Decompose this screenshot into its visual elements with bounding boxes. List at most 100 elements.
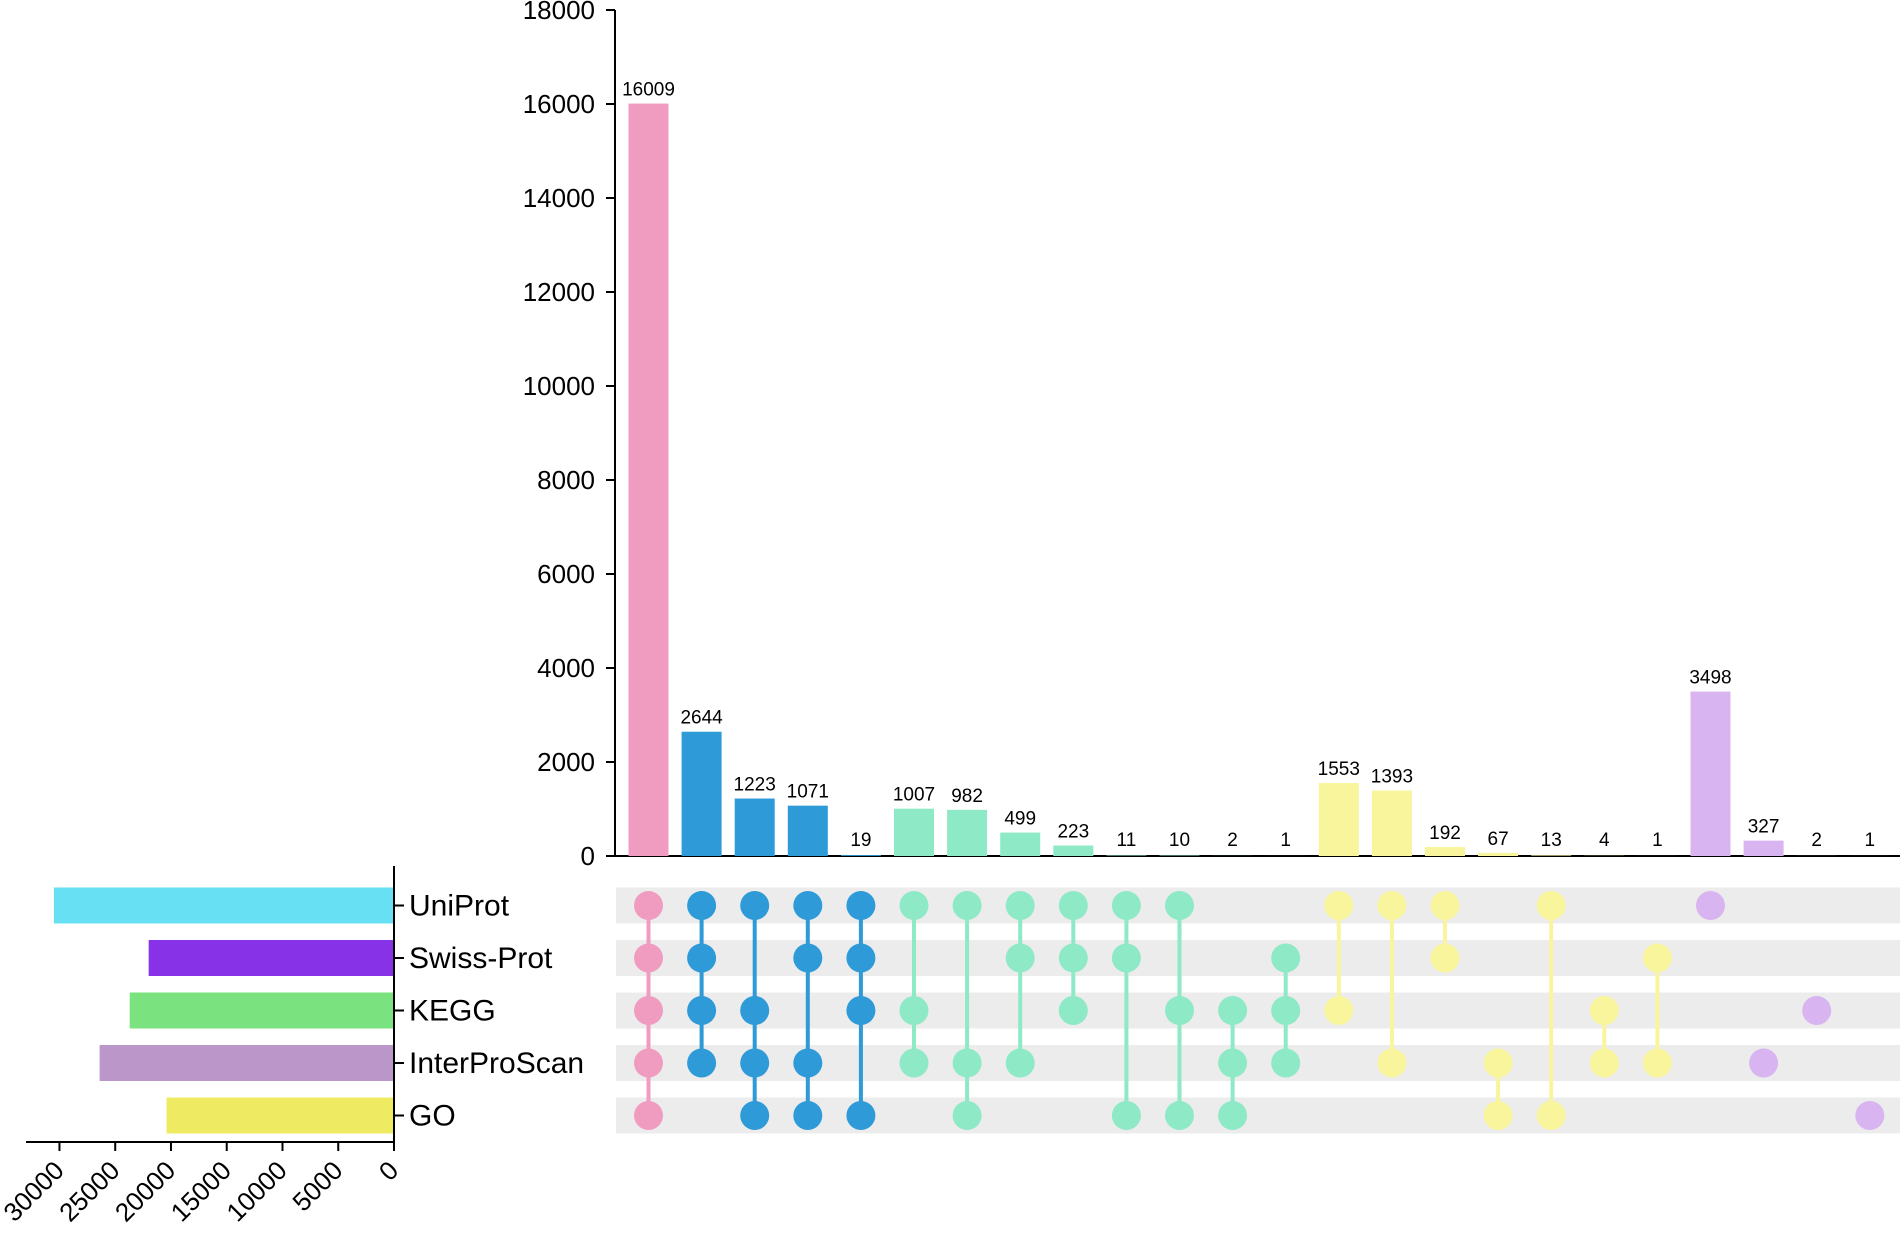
matrix-dot-kegg bbox=[687, 996, 717, 1025]
matrix-dot-interproscan bbox=[1271, 1048, 1301, 1078]
bar-value-label: 192 bbox=[1429, 823, 1461, 844]
matrix-column bbox=[1536, 891, 1566, 1130]
intersection-bar bbox=[1531, 855, 1572, 856]
bar-value-label: 1 bbox=[1280, 830, 1291, 851]
matrix-dot-go bbox=[952, 1101, 982, 1130]
matrix-column bbox=[1483, 1048, 1513, 1130]
intersection-bar bbox=[840, 855, 881, 856]
bar-value-label: 499 bbox=[1004, 809, 1036, 830]
intersection-size-axis: 0 2000 4000 6000 8000 10000 12000 14000 16000 180… bbox=[523, 0, 1900, 871]
matrix-dot-interproscan bbox=[952, 1048, 982, 1078]
matrix-dot-swiss-prot bbox=[687, 943, 717, 973]
matrix-dot-interproscan bbox=[1589, 1048, 1619, 1078]
matrix-column bbox=[740, 891, 770, 1130]
matrix-dot-uniprot bbox=[1058, 891, 1088, 920]
matrix-column bbox=[1324, 891, 1354, 1025]
matrix-dot-go bbox=[1218, 1101, 1248, 1130]
intersection-bar bbox=[1425, 846, 1465, 856]
y-tick-label: 4000 bbox=[537, 653, 595, 683]
bar-value-label: 3498 bbox=[1689, 668, 1731, 689]
bar-value-label: 4 bbox=[1599, 830, 1610, 851]
bar-value-label: 223 bbox=[1057, 822, 1089, 843]
matrix-dot-uniprot bbox=[846, 891, 876, 920]
set-bar-uniprot bbox=[53, 887, 395, 924]
y-tick-label: 2000 bbox=[537, 747, 595, 777]
matrix-dot-uniprot bbox=[1324, 891, 1354, 920]
y-tick-label: 10000 bbox=[523, 371, 595, 401]
matrix-dot-swiss-prot bbox=[1005, 943, 1035, 973]
matrix-dot-uniprot bbox=[687, 891, 717, 920]
matrix-dot-uniprot bbox=[1430, 891, 1460, 920]
set-size-bars bbox=[53, 887, 395, 1134]
matrix-row-kegg bbox=[616, 992, 1900, 1029]
set-label-interproscan: InterProScan bbox=[409, 1047, 584, 1080]
bar-value-label: 1007 bbox=[893, 785, 935, 806]
matrix-column bbox=[793, 891, 823, 1130]
matrix-dot-kegg bbox=[1271, 996, 1301, 1025]
matrix-column bbox=[1111, 891, 1141, 1130]
bar-value-label: 982 bbox=[951, 786, 983, 807]
set-label-go: GO bbox=[409, 1100, 456, 1133]
matrix-dot-go bbox=[793, 1101, 823, 1130]
intersection-matrix bbox=[634, 891, 1885, 1130]
matrix-dot-kegg bbox=[634, 996, 663, 1025]
y-tick-label: 18000 bbox=[523, 0, 595, 25]
y-tick-label: 16000 bbox=[523, 89, 595, 119]
matrix-column bbox=[687, 891, 717, 1078]
set-bar-swiss-prot bbox=[148, 940, 394, 976]
set-axis-tick-label: 25000 bbox=[53, 1155, 125, 1227]
matrix-dot-uniprot bbox=[899, 891, 929, 920]
matrix-dot-kegg bbox=[1324, 996, 1354, 1025]
y-tick-label: 12000 bbox=[523, 277, 595, 307]
intersection-bar bbox=[1690, 691, 1731, 856]
matrix-dot-interproscan bbox=[1483, 1048, 1513, 1078]
matrix-dot-interproscan bbox=[634, 1048, 663, 1078]
matrix-dot-go bbox=[846, 1101, 876, 1130]
matrix-dot-kegg bbox=[1218, 996, 1248, 1025]
matrix-dot-interproscan bbox=[899, 1048, 929, 1078]
matrix-dot-go bbox=[1111, 1101, 1141, 1130]
matrix-dot-kegg bbox=[1589, 996, 1619, 1025]
matrix-column bbox=[1377, 891, 1407, 1078]
matrix-dot-interproscan bbox=[1642, 1048, 1672, 1078]
set-bar-go bbox=[166, 1097, 394, 1134]
intersection-bar bbox=[1478, 852, 1519, 856]
y-tick-label: 14000 bbox=[523, 183, 595, 213]
bar-value-label: 10 bbox=[1169, 830, 1190, 851]
matrix-dot-uniprot bbox=[1536, 891, 1566, 920]
set-bar-kegg bbox=[129, 992, 394, 1029]
matrix-dot-go bbox=[1165, 1101, 1194, 1130]
matrix-column bbox=[1430, 891, 1460, 973]
bar-value-label: 19 bbox=[850, 830, 871, 851]
matrix-dot-interproscan bbox=[1749, 1048, 1779, 1078]
set-label-uniprot: UniProt bbox=[409, 890, 510, 923]
matrix-dot-uniprot bbox=[740, 891, 770, 920]
matrix-dot-swiss-prot bbox=[1430, 943, 1460, 973]
bar-value-label: 13 bbox=[1541, 830, 1562, 851]
matrix-dot-kegg bbox=[740, 996, 770, 1025]
matrix-dot-uniprot bbox=[1005, 891, 1035, 920]
bar-value-label: 1 bbox=[1865, 830, 1876, 851]
matrix-row-interproscan bbox=[616, 1045, 1900, 1081]
intersection-bar bbox=[787, 805, 828, 856]
bar-value-label: 1553 bbox=[1318, 759, 1360, 780]
matrix-dot-interproscan bbox=[1377, 1048, 1407, 1078]
matrix-dot-swiss-prot bbox=[1642, 943, 1672, 973]
matrix-dot-swiss-prot bbox=[846, 943, 876, 973]
intersection-bar bbox=[1106, 855, 1147, 856]
y-tick-label: 6000 bbox=[537, 559, 595, 589]
intersection-bar bbox=[894, 808, 934, 856]
matrix-dot-swiss-prot bbox=[1058, 943, 1088, 973]
matrix-column bbox=[952, 891, 982, 1130]
matrix-column bbox=[1749, 1048, 1779, 1078]
matrix-dot-swiss-prot bbox=[634, 943, 663, 973]
matrix-row-swiss-prot bbox=[616, 940, 1900, 976]
intersection-bar bbox=[1743, 840, 1784, 856]
set-axis-tick-label: 20000 bbox=[109, 1155, 181, 1227]
matrix-dot-uniprot bbox=[1165, 891, 1194, 920]
set-bar-interproscan bbox=[99, 1045, 394, 1081]
matrix-dot-interproscan bbox=[793, 1048, 823, 1078]
set-axis-tick-label: 15000 bbox=[165, 1155, 237, 1227]
